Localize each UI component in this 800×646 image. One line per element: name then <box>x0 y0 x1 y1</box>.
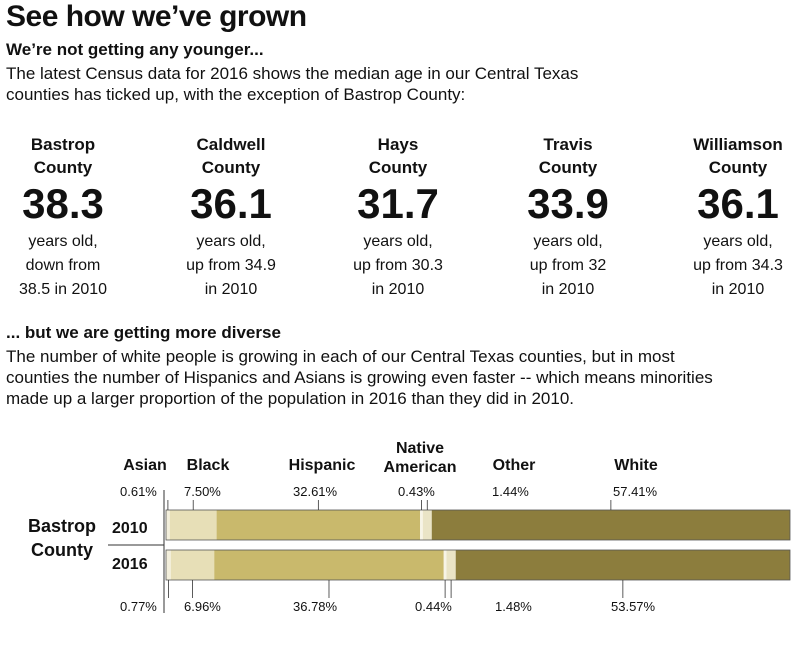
county-name-suffix: County <box>538 158 598 177</box>
bar-outline-2010 <box>165 509 791 541</box>
age-desc: up from 30.3 <box>353 257 443 274</box>
bar-segment-2010-white <box>431 510 790 540</box>
pct-2010-other: 1.44% <box>492 484 529 499</box>
median-age: 36.1 <box>190 180 272 227</box>
county-name: Williamson <box>693 135 783 154</box>
year-label-2016: 2016 <box>112 556 148 573</box>
chart-county-label: Bastrop County <box>28 514 96 562</box>
age-desc: years old, <box>363 233 433 250</box>
axis-bracket <box>108 490 165 613</box>
text-line: made up a larger proportion of the popul… <box>6 389 575 408</box>
legend-native-american: Native American <box>384 439 457 477</box>
pct-2016-asian: 0.77% <box>120 599 157 614</box>
section-heading-diversity: ... but we are getting more diverse <box>6 323 281 342</box>
age-desc: in 2010 <box>711 281 765 298</box>
pct-2010-asian: 0.61% <box>120 484 157 499</box>
age-desc: in 2010 <box>541 281 595 298</box>
section-text-age: The latest Census data for 2016 shows th… <box>6 63 796 105</box>
county-name-suffix: County <box>368 158 428 177</box>
bar-segment-2010-other <box>422 510 432 540</box>
age-desc: years old, <box>533 233 603 250</box>
age-desc: years old, <box>28 233 98 250</box>
section-text-diversity: The number of white people is growing in… <box>6 346 796 409</box>
pct-2010-white: 57.41% <box>613 484 658 499</box>
pct-2010-hispanic: 32.61% <box>293 484 338 499</box>
page-title: See how we’ve grown <box>6 0 307 33</box>
pct-2010-black: 7.50% <box>184 484 221 499</box>
legend-hispanic: Hispanic <box>288 457 356 474</box>
pct-2016-black: 6.96% <box>184 599 221 614</box>
age-desc: up from 32 <box>529 257 607 274</box>
bar-segment-2016-native-american <box>443 550 447 580</box>
legend-black: Black <box>186 457 230 474</box>
age-desc: years old, <box>703 233 773 250</box>
bar-segment-2010-black <box>169 510 217 540</box>
county-caldwell: Caldwell County 36.1 years old, up from … <box>156 133 306 300</box>
legend-asian: Asian <box>123 457 167 474</box>
county-name-suffix: County <box>708 158 768 177</box>
pct-2016-hispanic: 36.78% <box>293 599 338 614</box>
bar-segment-2010-hispanic <box>216 510 421 540</box>
county-bastrop: Bastrop County 38.3 years old, down from… <box>0 133 138 300</box>
county-name: Travis <box>543 135 593 154</box>
county-travis: Travis County 33.9 years old, up from 32… <box>493 133 643 300</box>
county-name: Bastrop <box>30 135 96 154</box>
age-desc: up from 34.3 <box>693 257 783 274</box>
legend-other: Other <box>492 457 536 474</box>
median-age: 33.9 <box>527 180 609 227</box>
pct-2016-white: 53.57% <box>611 599 656 614</box>
text-line: counties has ticked up, with the excepti… <box>6 85 466 104</box>
legend-white: White <box>614 457 658 474</box>
bar-segment-2016-asian <box>166 550 171 580</box>
county-name: Caldwell <box>196 135 266 154</box>
bar-segment-2016-other <box>446 550 456 580</box>
median-age: 31.7 <box>357 180 439 227</box>
legend-native-line: Native <box>395 440 445 457</box>
median-age: 36.1 <box>697 180 779 227</box>
county-name-suffix: County <box>201 158 261 177</box>
age-desc: down from <box>25 257 101 274</box>
pct-2016-other: 1.48% <box>495 599 532 614</box>
pct-2010-native: 0.43% <box>398 484 435 499</box>
bar-segment-2016-white <box>455 550 790 580</box>
county-hays: Hays County 31.7 years old, up from 30.3… <box>323 133 473 300</box>
text-line: The number of white people is growing in… <box>6 347 675 366</box>
year-label-2010: 2010 <box>112 520 148 537</box>
text-line: counties the number of Hispanics and Asi… <box>6 368 713 387</box>
age-desc: years old, <box>196 233 266 250</box>
age-desc: 38.5 in 2010 <box>18 281 108 298</box>
bar-segment-2010-asian <box>166 510 170 540</box>
text-line: The latest Census data for 2016 shows th… <box>6 64 579 83</box>
bar-segment-2010-native-american <box>420 510 423 540</box>
county-name: Hays <box>377 135 419 154</box>
county-label-line: County <box>31 540 93 560</box>
age-desc: up from 34.9 <box>186 257 276 274</box>
county-williamson: Williamson County 36.1 years old, up fro… <box>663 133 800 300</box>
bar-segment-2016-hispanic <box>214 550 444 580</box>
age-desc: in 2010 <box>204 281 258 298</box>
bar-segment-2016-black <box>170 550 215 580</box>
median-age: 38.3 <box>22 180 104 227</box>
county-label-line: Bastrop <box>28 516 97 536</box>
age-desc: in 2010 <box>371 281 425 298</box>
legend-native-line: American <box>383 459 457 476</box>
pct-2016-native: 0.44% <box>415 599 452 614</box>
bar-outline-2016 <box>165 549 791 581</box>
county-name-suffix: County <box>33 158 93 177</box>
section-heading-age: We’re not getting any younger... <box>6 40 264 59</box>
